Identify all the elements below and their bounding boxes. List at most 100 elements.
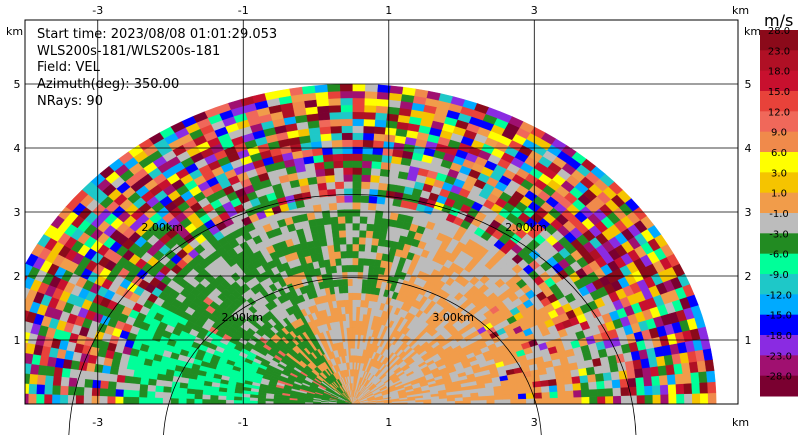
velocity-cell: [340, 257, 348, 266]
velocity-cell: [370, 167, 381, 176]
velocity-cell: [12, 394, 20, 404]
velocity-cell: [698, 371, 708, 383]
velocity-cell: [658, 374, 669, 386]
velocity-cell: [382, 203, 393, 213]
velocity-cell: [565, 390, 574, 398]
velocity-cell: [109, 366, 120, 376]
velocity-cell: [338, 229, 347, 238]
velocity-cell: [684, 393, 693, 404]
velocity-cell: [178, 387, 188, 395]
velocity-cell: [117, 367, 127, 377]
velocity-cell: [44, 375, 54, 386]
velocity-cell: [352, 208, 361, 217]
velocity-cell: [352, 125, 364, 134]
velocity-cell: [362, 139, 374, 148]
velocity-cell: [0, 348, 2, 360]
velocity-cell: [51, 385, 61, 396]
velocity-cell: [313, 161, 325, 171]
colorbar-label: -9.0: [769, 270, 789, 281]
velocity-cell: [371, 230, 381, 239]
y-tick-label-left: 2: [14, 270, 21, 283]
velocity-cell: [581, 396, 590, 404]
velocity-cell: [312, 203, 322, 213]
range-ring-label: 2.00km: [141, 221, 183, 234]
velocity-cell: [486, 395, 495, 401]
velocity-cell: [478, 395, 488, 401]
velocity-cell: [352, 215, 361, 224]
velocity-cell: [123, 382, 133, 391]
velocity-cell: [13, 383, 22, 394]
velocity-cell: [146, 391, 156, 399]
velocity-cell: [364, 237, 373, 246]
velocity-cell: [53, 366, 63, 378]
velocity-cell: [352, 243, 359, 252]
y-unit-label-left: km: [6, 25, 23, 38]
x-tick-label-bottom: -1: [238, 416, 249, 429]
velocity-cell: [352, 306, 357, 314]
velocity-cell: [588, 381, 598, 390]
velocity-cell: [563, 376, 573, 385]
velocity-cell: [0, 316, 10, 329]
velocity-cell: [138, 390, 148, 398]
velocity-cell: [319, 126, 332, 135]
velocity-cell: [209, 395, 219, 401]
velocity-cell: [359, 216, 368, 224]
velocity-cell: [540, 385, 550, 393]
velocity-cell: [342, 160, 353, 168]
velocity-cell: [332, 153, 343, 162]
velocity-cell: [352, 202, 361, 210]
velocity-cell: [311, 147, 323, 157]
velocity-cell: [14, 362, 23, 373]
velocity-cell: [548, 384, 558, 393]
velocity-cell: [340, 111, 353, 120]
velocity-cell: [365, 223, 375, 232]
velocity-cell: [602, 371, 613, 381]
velocity-cell: [75, 395, 84, 404]
velocity-cell: [333, 167, 344, 176]
x-tick-label-top: -3: [92, 4, 103, 17]
velocity-cell: [345, 236, 353, 245]
velocity-cell: [377, 238, 386, 247]
y-unit-label-right: km: [744, 25, 761, 38]
velocity-cell: [115, 381, 125, 391]
velocity-cell: [28, 373, 39, 385]
velocity-cell: [510, 398, 519, 404]
velocity-cell: [273, 398, 282, 403]
velocity-cell: [333, 174, 344, 183]
velocity-cell: [334, 258, 342, 266]
velocity-cell: [470, 399, 480, 404]
velocity-cell: [316, 105, 330, 114]
velocity-cell: [657, 365, 668, 376]
velocity-cell: [361, 278, 368, 287]
velocity-cell: [210, 390, 219, 397]
velocity-cell: [359, 202, 369, 210]
velocity-cell: [131, 383, 141, 392]
velocity-cell: [374, 210, 384, 219]
velocity-cell: [612, 395, 622, 404]
velocity-cell: [352, 327, 356, 335]
velocity-cell: [25, 298, 26, 301]
velocity-cell: [147, 384, 157, 393]
velocity-cell: [178, 398, 187, 404]
velocity-cell: [0, 382, 5, 393]
velocity-cell: [27, 393, 37, 404]
velocity-cell: [384, 127, 397, 136]
velocity-cell: [323, 160, 334, 170]
velocity-cell: [704, 359, 715, 372]
velocity-cell: [352, 369, 355, 377]
velocity-cell: [101, 365, 112, 375]
velocity-cell: [349, 327, 353, 335]
velocity-cell: [331, 139, 343, 148]
velocity-cell: [375, 203, 385, 212]
velocity-cell: [108, 373, 118, 383]
velocity-cell: [28, 383, 38, 395]
y-tick-label-left: 4: [14, 142, 21, 155]
velocity-cell: [352, 167, 363, 175]
x-tick-label-bottom: 3: [531, 416, 538, 429]
velocity-cell: [572, 382, 582, 391]
velocity-cell: [358, 236, 366, 245]
velocity-cell: [122, 389, 132, 398]
velocity-cell: [0, 360, 8, 372]
velocity-cell: [380, 217, 390, 227]
y-tick-label-right: 4: [745, 142, 752, 155]
